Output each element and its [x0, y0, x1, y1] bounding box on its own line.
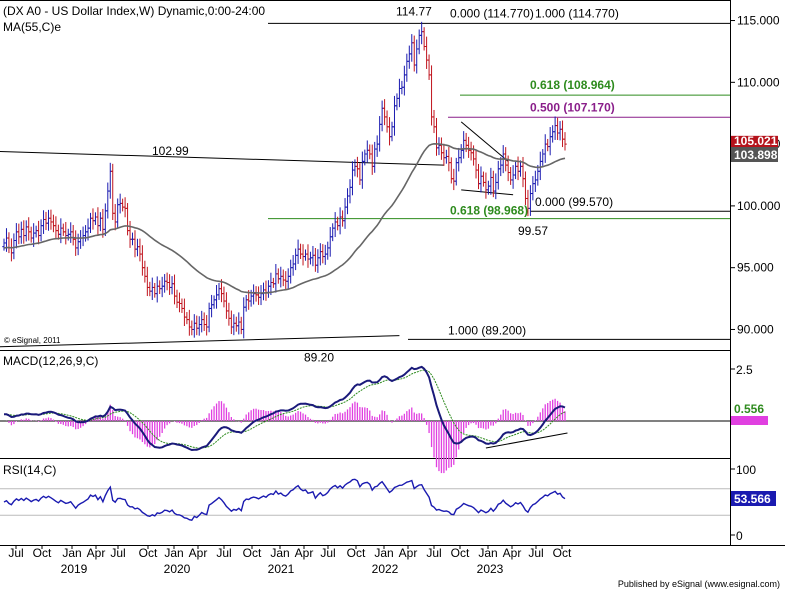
- month-label-18: Jan: [478, 546, 497, 560]
- month-label-1: Oct: [33, 546, 52, 560]
- month-label-4: Jul: [110, 546, 125, 560]
- copyright: © eSignal, 2011: [4, 336, 61, 345]
- month-label-12: Jul: [320, 546, 335, 560]
- price-tick-label-5: 90.000: [737, 322, 774, 336]
- price-label-0: 114.77: [396, 4, 432, 18]
- macd-divergence-line: [485, 432, 568, 449]
- fib-label-3: 0.500 (107.170): [530, 100, 615, 114]
- triangle-lower-line: [461, 189, 514, 196]
- month-label-17: Oct: [451, 546, 470, 560]
- macd-signal-line: [4, 369, 566, 449]
- resistance-line: [0, 151, 444, 166]
- fib-label-5: 0.618 (98.968): [450, 204, 528, 218]
- rsi-tick-100: 100: [736, 463, 756, 477]
- month-label-0: Jul: [8, 546, 23, 560]
- price-tick-label-3: 100.000: [737, 199, 781, 213]
- price-label-2: 99.57: [518, 224, 548, 238]
- publisher-credit: Published by eSignal (www.esignal.com): [618, 579, 780, 589]
- fib-label-6: 1.000 (89.200): [448, 323, 526, 337]
- fib-label-2: 0.618 (108.964): [530, 78, 615, 92]
- svg-text:103.898: 103.898: [734, 148, 778, 162]
- year-label-2: 2021: [268, 562, 295, 576]
- fibonacci-lines: [268, 22, 730, 340]
- month-label-5: Oct: [139, 546, 158, 560]
- chart-title: (DX A0 - US Dollar Index,W) Dynamic,0:00…: [3, 4, 265, 18]
- svg-text:105.021: 105.021: [734, 134, 778, 148]
- month-label-15: Apr: [399, 546, 418, 560]
- month-label-6: Jan: [164, 546, 183, 560]
- rsi-tick-0: 0: [736, 529, 743, 543]
- month-label-7: Apr: [189, 546, 208, 560]
- svg-text:53.566: 53.566: [734, 492, 771, 506]
- year-label-4: 2023: [477, 562, 504, 576]
- year-label-0: 2019: [61, 562, 88, 576]
- macd-line: [4, 365, 566, 452]
- price-bars: [2, 21, 567, 339]
- year-label-1: 2020: [164, 562, 191, 576]
- price-tick-label-0: 115.000: [737, 14, 780, 28]
- support-line: [0, 335, 400, 348]
- month-label-2: Jan: [62, 546, 81, 560]
- month-label-3: Apr: [87, 546, 106, 560]
- price-tick-label-4: 95.000: [737, 261, 774, 275]
- month-label-11: Apr: [295, 546, 314, 560]
- moving-average-line: [3, 142, 566, 294]
- ma-value-tag: 103.898: [731, 147, 778, 162]
- rsi-legend: RSI(14,C): [3, 463, 56, 477]
- price-annotations: 0.000 (114.770) 1.000 (114.770) 0.618 (108…: [152, 4, 619, 364]
- ma-legend: MA(55,C)e: [3, 20, 61, 34]
- month-label-8: Jul: [216, 546, 231, 560]
- month-label-9: Oct: [243, 546, 262, 560]
- fib-label-4: 0.000 (99.570): [535, 195, 613, 209]
- price-label-3: 89.20: [304, 350, 334, 364]
- trend-lines: [0, 121, 514, 348]
- year-label-3: 2022: [372, 562, 399, 576]
- macd-pane: [0, 365, 735, 474]
- pane-frames: [0, 0, 785, 546]
- rsi-line: [3, 478, 566, 521]
- triangle-upper-line: [460, 121, 509, 162]
- month-label-20: Jul: [528, 546, 543, 560]
- price-tick-label-1: 110.000: [737, 75, 780, 89]
- time-axis: Jul Oct Jan Apr Jul Oct Jan Apr Jul Oct Jan Apr Jul O…: [8, 545, 572, 576]
- month-label-16: Jul: [426, 546, 441, 560]
- month-label-13: Oct: [347, 546, 366, 560]
- rsi-value-tag: 53.566: [731, 491, 776, 506]
- macd-value-tag: 0.556: [731, 401, 768, 425]
- fib-label-0: 0.000 (114.770): [450, 6, 534, 20]
- price-label-1: 102.99: [152, 144, 189, 158]
- fib-label-1: 1.000 (114.770): [535, 6, 619, 20]
- macd-tick: 2.5: [736, 363, 753, 377]
- macd-legend: MACD(12,26,9,C): [3, 354, 98, 368]
- svg-text:0.556: 0.556: [734, 402, 764, 416]
- month-label-10: Jan: [270, 546, 289, 560]
- month-label-21: Oct: [553, 546, 572, 560]
- month-label-14: Jan: [374, 546, 393, 560]
- rsi-pane: [0, 468, 735, 536]
- month-label-19: Apr: [503, 546, 522, 560]
